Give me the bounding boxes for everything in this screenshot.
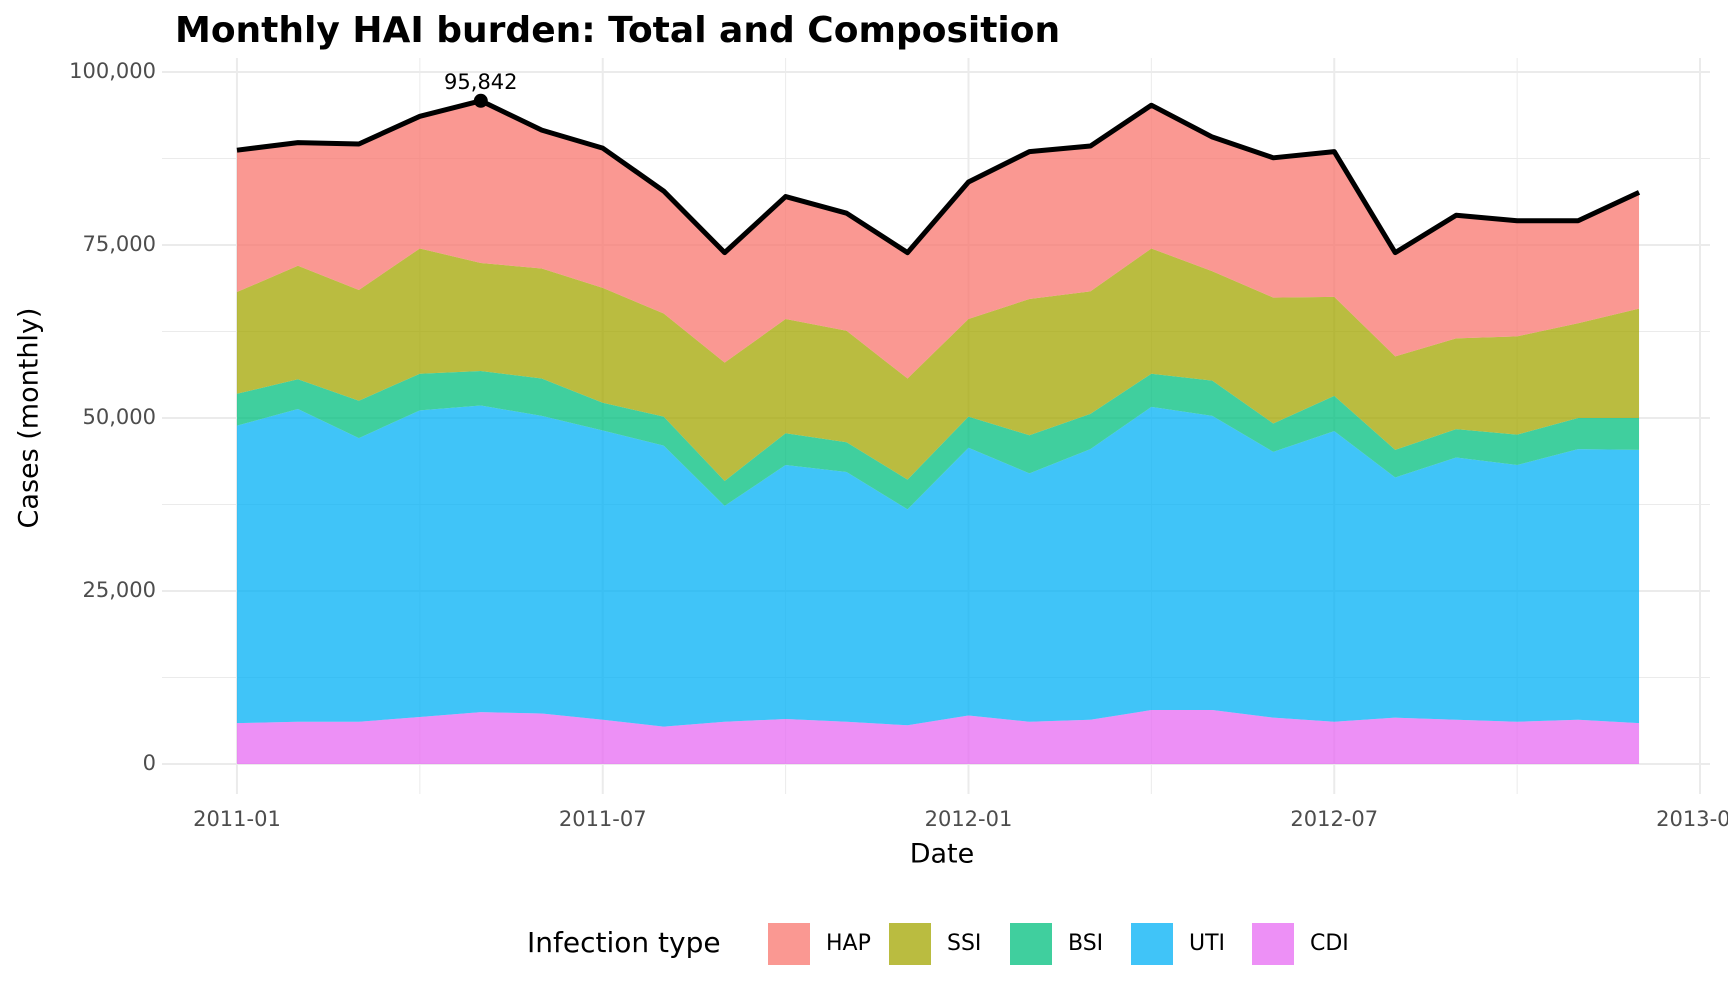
y-tick-label: 0 [143,751,156,775]
legend-label: CDI [1310,931,1349,956]
foreground: 0 25,000 50,000 75,000 100,000 2011-01 2011-07… [69,59,1728,831]
area [236,248,1640,481]
annotation-point [473,93,488,108]
area [236,710,1640,764]
legend-label: HAP [826,931,871,956]
legend-swatch [768,923,810,965]
x-axis-title: Date [910,839,975,870]
area [236,405,1640,727]
y-tick-label: 75,000 [83,232,156,256]
x-tick-label: 2012-01 [925,807,1013,831]
legend-swatch [889,923,931,965]
x-tick-label: 2013-01 [1656,807,1728,831]
y-tick-label: 25,000 [83,578,156,602]
legend-swatch [1010,923,1052,965]
area [236,370,1640,510]
legend: Infection type HAP SSI BSI UTI CDI [527,923,1349,965]
legend-label: SSI [947,931,981,956]
legend-title: Infection type [527,926,721,959]
x-tick-label: 2011-01 [193,807,281,831]
legend-swatch [1252,923,1294,965]
legend-label: BSI [1068,931,1103,956]
legend-label: UTI [1189,931,1225,956]
areas [236,100,1640,764]
y-tick-label: 50,000 [83,405,156,429]
chart-title: Monthly HAI burden: Total and Compositio… [175,10,1060,51]
y-axis-title: Cases (monthly) [14,308,45,529]
x-tick-label: 2012-07 [1290,807,1378,831]
y-tick-label: 100,000 [69,59,156,83]
x-tick-label: 2011-07 [559,807,647,831]
legend-swatch [1131,923,1173,965]
total-line [236,98,1641,256]
annotation-label: 95,842 [444,70,517,94]
area [236,100,1640,379]
